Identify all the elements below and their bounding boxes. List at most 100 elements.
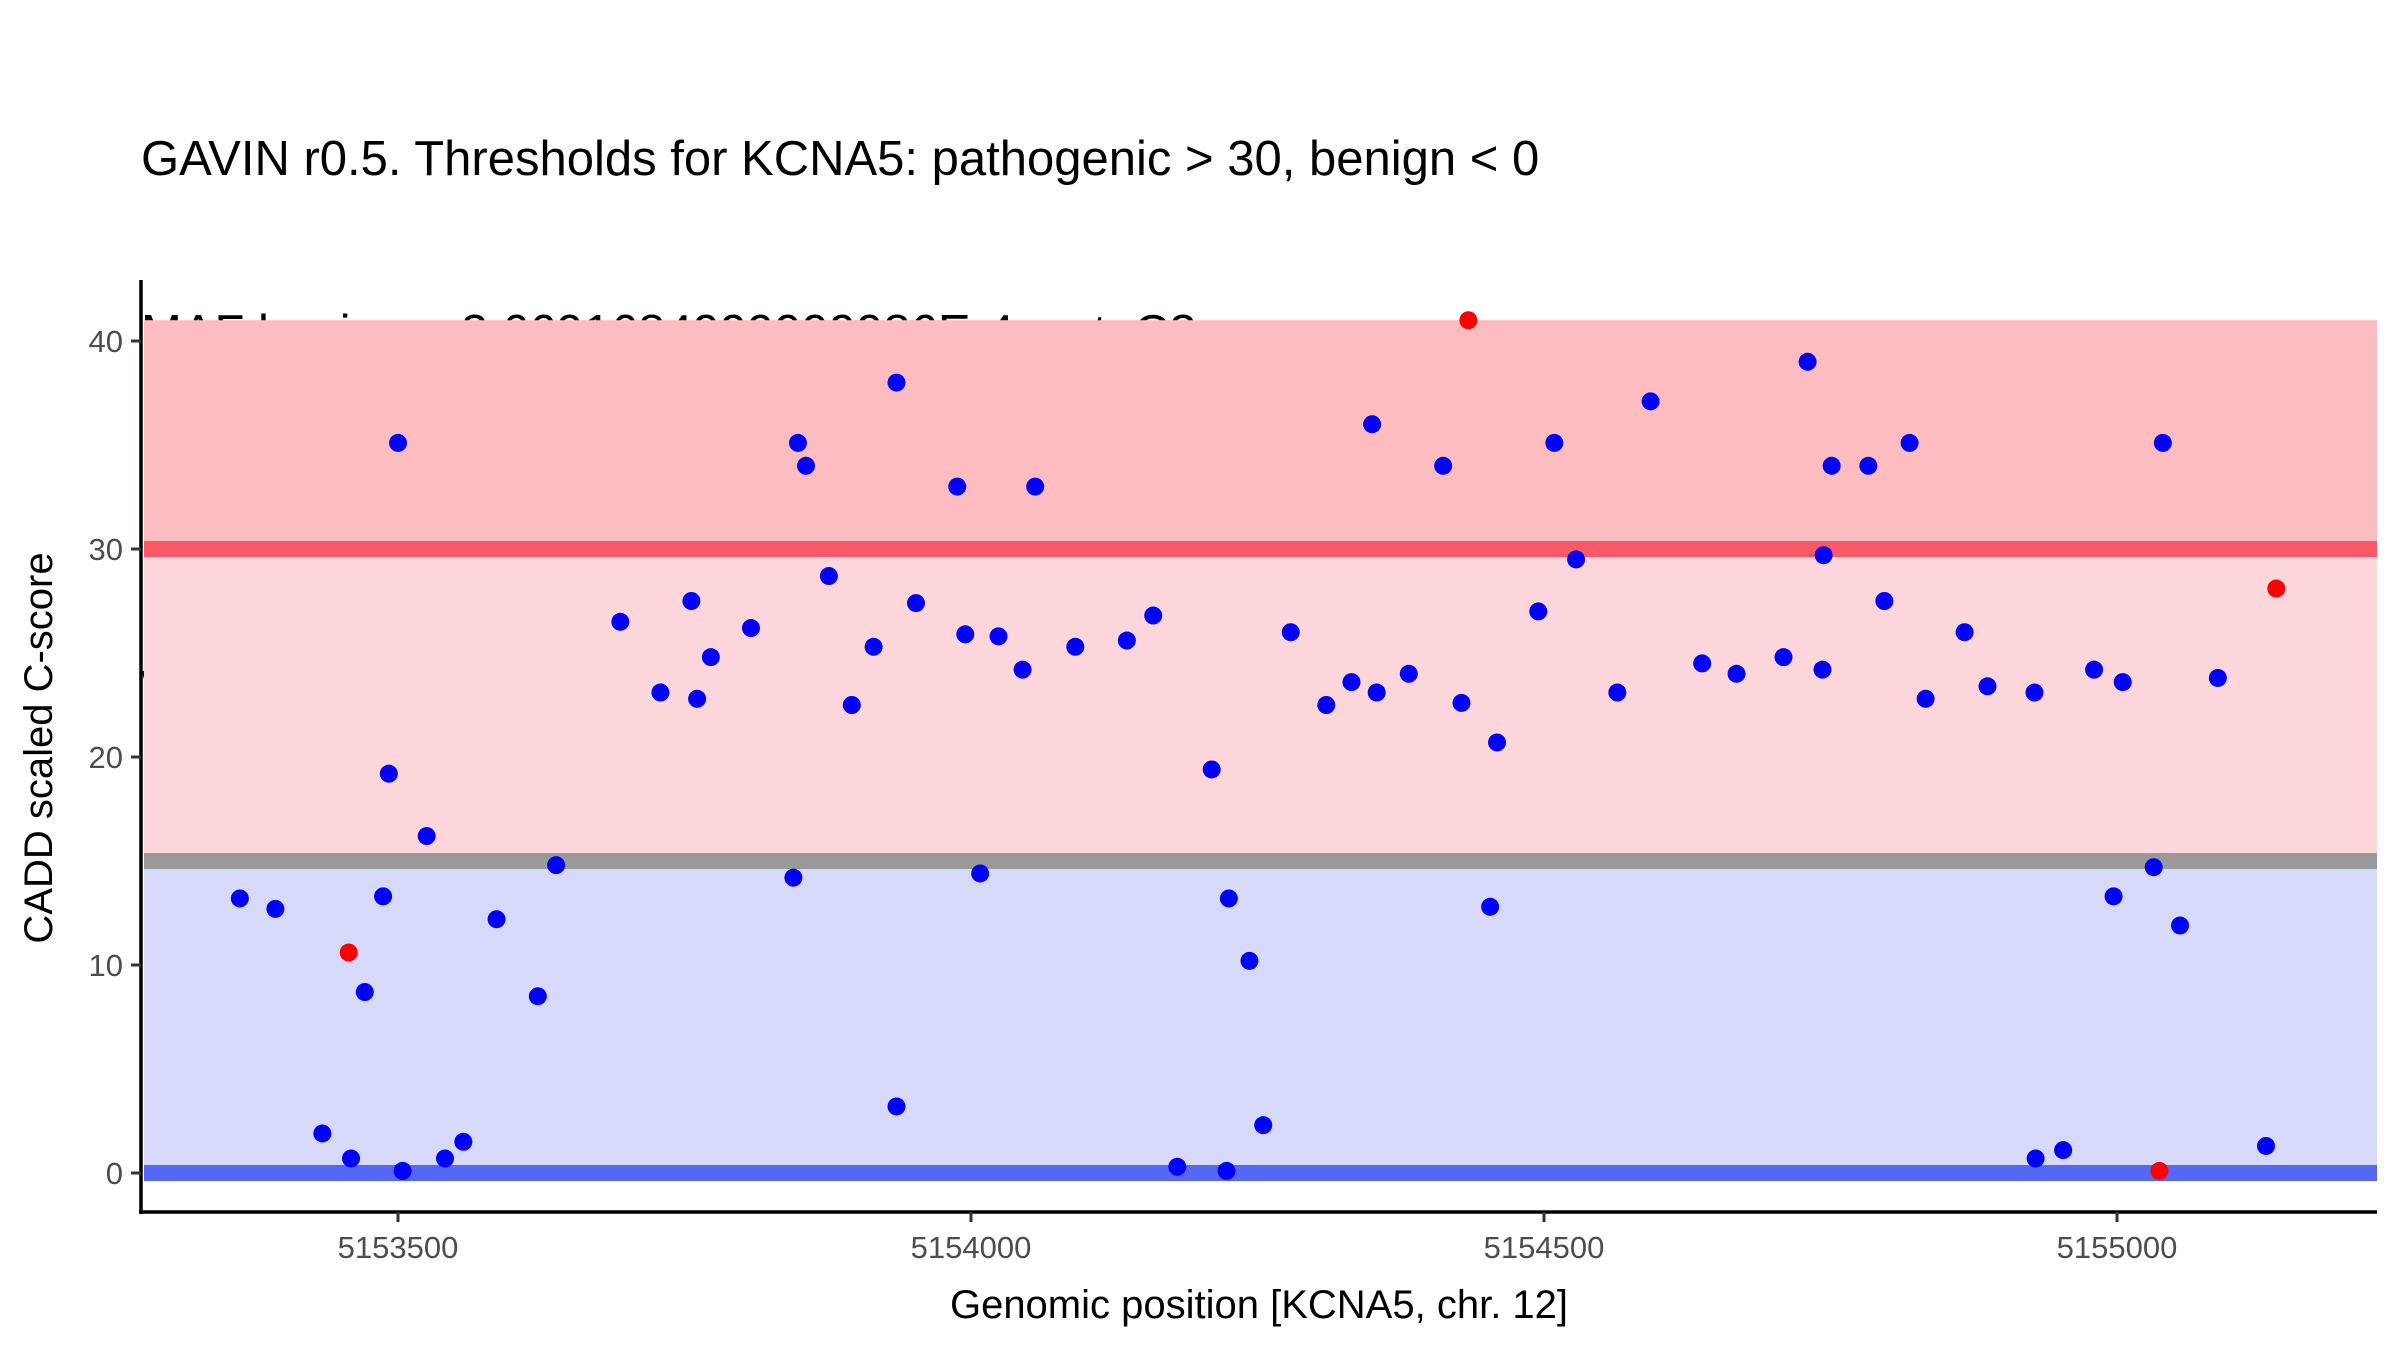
gnomad-variant-point bbox=[1240, 951, 1259, 970]
gnomad-variant-point bbox=[417, 827, 436, 846]
gnomad-variant-point bbox=[887, 1097, 906, 1116]
gnomad-variant-point bbox=[2054, 1141, 2073, 1160]
gnomad-variant-point bbox=[313, 1124, 332, 1143]
gnomad-variant-point bbox=[1013, 660, 1032, 679]
gnomad-variant-point bbox=[1916, 689, 1935, 708]
gnomad-variant-point bbox=[1822, 456, 1841, 475]
intermediate-zone bbox=[144, 549, 2377, 861]
clinvar-pathogenic-point bbox=[339, 943, 358, 962]
gnomad-variant-point bbox=[1144, 606, 1163, 625]
title-line-1: GAVIN r0.5. Thresholds for KCNA5: pathog… bbox=[141, 132, 1540, 186]
pathogenic-threshold-line bbox=[144, 541, 2377, 557]
gnomad-variant-point bbox=[1168, 1157, 1187, 1176]
gnomad-variant-point bbox=[796, 456, 815, 475]
y-tick-label: 0 bbox=[106, 1156, 123, 1191]
gnomad-variant-point bbox=[1363, 415, 1382, 434]
x-tick-label: 5154000 bbox=[911, 1230, 1032, 1265]
gnomad-variant-point bbox=[788, 433, 807, 452]
gnomad-variant-point bbox=[2171, 916, 2190, 935]
gnomad-variant-point bbox=[842, 696, 861, 714]
data-points bbox=[230, 311, 2286, 1180]
gnomad-variant-point bbox=[1814, 546, 1833, 565]
gnomad-variant-point bbox=[1955, 623, 1974, 642]
gnomad-variant-point bbox=[956, 625, 975, 644]
gnomad-variant-point bbox=[379, 764, 398, 783]
gnomad-variant-point bbox=[1859, 456, 1878, 475]
gnomad-variant-point bbox=[1367, 683, 1386, 702]
gnomad-variant-point bbox=[1317, 696, 1336, 714]
gnomad-variant-point bbox=[1219, 889, 1238, 908]
clinvar-pathogenic-point bbox=[2267, 579, 2286, 598]
gnomad-variant-point bbox=[1481, 897, 1500, 916]
gnomad-variant-point bbox=[389, 433, 407, 452]
y-tick-label: 10 bbox=[89, 948, 123, 983]
gnomad-variant-point bbox=[1545, 433, 1564, 452]
x-tick-label: 5155000 bbox=[2057, 1230, 2178, 1265]
gnomad-variant-point bbox=[454, 1132, 473, 1151]
gnomad-variant-point bbox=[1978, 677, 1997, 696]
x-tick-label: 5154500 bbox=[1484, 1230, 1605, 1265]
gnomad-variant-point bbox=[887, 373, 906, 392]
gnomad-variant-point bbox=[971, 864, 990, 883]
pathogenic-zone bbox=[144, 320, 2377, 549]
gnomad-variant-point bbox=[741, 619, 760, 638]
clinvar-pathogenic-point bbox=[2150, 1161, 2169, 1180]
gnomad-variant-point bbox=[682, 592, 701, 610]
x-axis-title: Genomic position [KCNA5, chr. 12] bbox=[950, 1283, 1568, 1327]
gnomad-variant-point bbox=[547, 856, 566, 875]
gnomad-variant-point bbox=[1798, 352, 1817, 371]
gnomad-variant-point bbox=[1641, 392, 1660, 411]
y-tick-label: 20 bbox=[89, 740, 123, 775]
axes: 0 10 20 30 40 5153500 5154000 5154500 5155000 bbox=[89, 280, 2377, 1265]
gnomad-variant-point bbox=[1875, 592, 1894, 610]
gnomad-variant-point bbox=[528, 987, 547, 1006]
gnomad-variant-point bbox=[374, 887, 393, 906]
y-tick-label: 30 bbox=[89, 532, 123, 567]
gnomad-variant-point bbox=[2085, 660, 2104, 679]
gnomad-variant-point bbox=[230, 889, 249, 908]
gnomad-variant-point bbox=[1254, 1116, 1273, 1135]
gnomad-variant-point bbox=[989, 627, 1008, 646]
gnomad-variant-point bbox=[1117, 631, 1136, 650]
gnomad-variant-point bbox=[2104, 887, 2123, 906]
gnomad-variant-point bbox=[1066, 637, 1085, 656]
gnomad-variant-point bbox=[1488, 733, 1507, 752]
gnomad-variant-point bbox=[651, 683, 670, 702]
gnomad-variant-point bbox=[1399, 664, 1418, 683]
gnomad-variant-point bbox=[2208, 668, 2227, 687]
gnomad-variant-point bbox=[2113, 673, 2132, 692]
gnomad-variant-point bbox=[1813, 660, 1832, 679]
fallback-threshold-line bbox=[144, 853, 2377, 869]
gnomad-variant-point bbox=[1900, 433, 1919, 452]
gnomad-variant-point bbox=[864, 637, 883, 656]
gnomad-variant-point bbox=[1342, 673, 1361, 692]
gnomad-variant-point bbox=[393, 1161, 412, 1180]
gnomad-variant-point bbox=[2153, 433, 2172, 452]
gnomad-variant-point bbox=[1727, 664, 1746, 683]
y-axis-title: CADD scaled C-score bbox=[17, 552, 61, 943]
gnomad-variant-point bbox=[1693, 654, 1712, 673]
gnomad-variant-point bbox=[435, 1149, 454, 1168]
gnomad-variant-point bbox=[487, 910, 506, 929]
gnomad-variant-point bbox=[266, 899, 285, 918]
gnomad-variant-point bbox=[906, 594, 925, 613]
gnomad-variant-point bbox=[1434, 456, 1453, 475]
gnomad-variant-point bbox=[2026, 1149, 2045, 1168]
benign-threshold-line bbox=[144, 1165, 2377, 1181]
gnomad-variant-point bbox=[701, 648, 720, 667]
gnomad-variant-point bbox=[2025, 683, 2044, 702]
gnomad-variant-point bbox=[1567, 550, 1586, 569]
gnomad-variant-point bbox=[688, 689, 707, 708]
gnomad-variant-point bbox=[2144, 858, 2163, 877]
gnomad-variant-point bbox=[1202, 760, 1221, 779]
gnomad-variant-point bbox=[1608, 683, 1627, 702]
clinvar-pathogenic-point bbox=[1459, 311, 1478, 330]
threshold-bands bbox=[144, 320, 2377, 1173]
x-tick-label: 5153500 bbox=[338, 1230, 459, 1265]
gnomad-variant-point bbox=[948, 477, 967, 496]
gnomad-variant-point bbox=[1529, 602, 1548, 621]
gnomad-variant-point bbox=[1281, 623, 1300, 642]
gnomad-variant-point bbox=[2256, 1136, 2275, 1155]
gnomad-variant-point bbox=[342, 1149, 361, 1168]
